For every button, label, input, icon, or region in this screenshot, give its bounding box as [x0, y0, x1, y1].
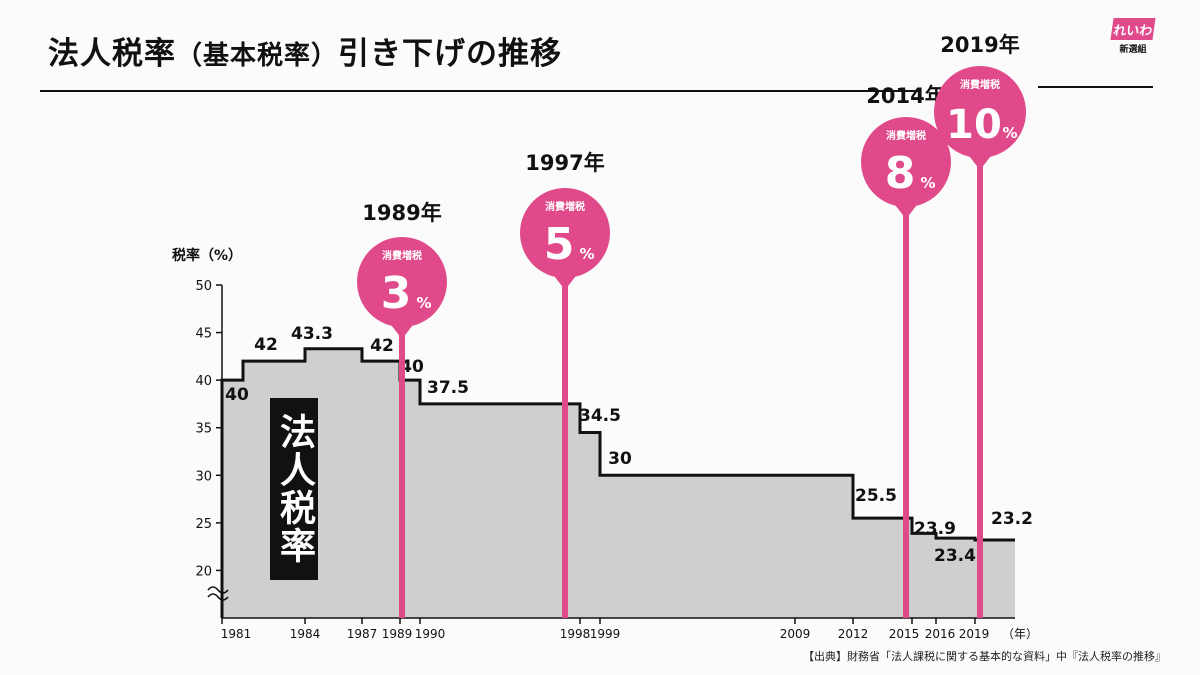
title-underline-right	[1038, 86, 1153, 88]
area-label: 法人税率	[270, 398, 318, 580]
series-line	[220, 347, 1015, 618]
x-tick-label: 1999	[590, 627, 621, 641]
consumption-tax-line	[903, 208, 909, 618]
x-tick-label: 2016	[925, 627, 956, 641]
consumption-tax-unit: %	[579, 245, 594, 263]
consumption-tax-rate: 3	[381, 268, 412, 319]
reiwa-logo: れいわ 新選組	[1110, 18, 1156, 64]
consumption-tax-year: 1989年	[362, 201, 441, 225]
x-tick-label: 2009	[780, 627, 811, 641]
data-label: 23.9	[914, 519, 956, 539]
y-tick-label: 30	[195, 469, 212, 484]
y-tick-label: 25	[195, 517, 212, 532]
title-tail: 引き下げの推移	[338, 36, 563, 72]
data-label: 42	[370, 336, 394, 356]
x-tick-label: 2012	[838, 627, 869, 641]
data-label: 40	[225, 385, 249, 405]
x-tick-label: 1981	[221, 627, 252, 641]
data-label: 30	[608, 449, 632, 469]
y-tick-label: 20	[195, 564, 212, 579]
title-underline	[40, 90, 920, 92]
x-tick-label: 1998	[560, 627, 591, 641]
consumption-tax-rate: 10	[946, 102, 1002, 148]
title-main: 法人税率	[48, 36, 176, 72]
axis-break-mark	[207, 586, 229, 594]
x-tick-label: 2015	[889, 627, 920, 641]
consumption-tax-year: 1997年	[525, 151, 604, 175]
consumption-tax-unit: %	[920, 174, 935, 192]
page-title: 法人税率（基本税率）引き下げの推移	[48, 28, 562, 73]
y-tick-label: 45	[195, 327, 212, 342]
consumption-tax-year: 2014年	[866, 84, 945, 108]
consumption-tax-line	[977, 158, 983, 618]
consumption-tax-balloon	[934, 66, 1026, 158]
consumption-tax-unit: %	[1002, 124, 1017, 142]
consumption-tax-balloon-tip	[551, 272, 579, 290]
data-label: 34.5	[579, 406, 621, 426]
title-paren: （基本税率）	[176, 41, 339, 71]
data-label: 23.2	[991, 509, 1033, 529]
x-tick-label: 1984	[290, 627, 321, 641]
x-tick-label: 2019	[959, 627, 990, 641]
logo-sub: 新選組	[1119, 45, 1147, 55]
consumption-tax-caption: 消費増税	[960, 78, 1000, 91]
x-tick-label: 1987	[347, 627, 378, 641]
consumption-tax-balloon	[357, 237, 447, 327]
consumption-tax-rate: 8	[885, 148, 916, 199]
consumption-tax-year: 2019年	[940, 33, 1019, 57]
data-label: 40	[400, 357, 424, 377]
data-label: 25.5	[855, 486, 897, 506]
y-axis-label: 税率（%）	[172, 247, 242, 264]
consumption-tax-balloon	[520, 188, 610, 278]
consumption-tax-balloon-tip	[388, 321, 416, 339]
area-label-text-2: 率	[274, 527, 315, 565]
area-label-text: 法人税	[274, 413, 315, 527]
data-label: 37.5	[427, 378, 469, 398]
consumption-tax-balloon	[861, 117, 951, 207]
consumption-tax-caption: 消費増税	[545, 200, 585, 213]
consumption-tax-balloon-tip	[892, 201, 920, 219]
y-tick-label: 35	[195, 422, 212, 437]
consumption-tax-unit: %	[416, 294, 431, 312]
consumption-tax-line	[399, 328, 405, 618]
data-label: 43.3	[291, 324, 333, 344]
consumption-tax-rate: 5	[544, 219, 575, 270]
consumption-tax-line	[562, 280, 568, 618]
y-tick-label: 50	[195, 279, 212, 294]
data-label: 42	[254, 335, 278, 355]
axis-break-mark	[207, 593, 229, 601]
x-tick-label: 1990	[415, 627, 446, 641]
consumption-tax-balloon-tip	[966, 152, 994, 170]
x-tick-label: 1989	[382, 627, 413, 641]
consumption-tax-caption: 消費増税	[382, 249, 422, 262]
source-note: 【出典】財務省「法人課税に関する基本的な資料」中『法人税率の推移』	[803, 650, 1166, 663]
y-tick-label: 40	[195, 374, 212, 389]
data-label: 23.4	[934, 546, 976, 566]
x-axis-label: （年）	[1002, 627, 1038, 641]
series-area	[222, 348, 1015, 618]
consumption-tax-caption: 消費増税	[886, 129, 926, 142]
